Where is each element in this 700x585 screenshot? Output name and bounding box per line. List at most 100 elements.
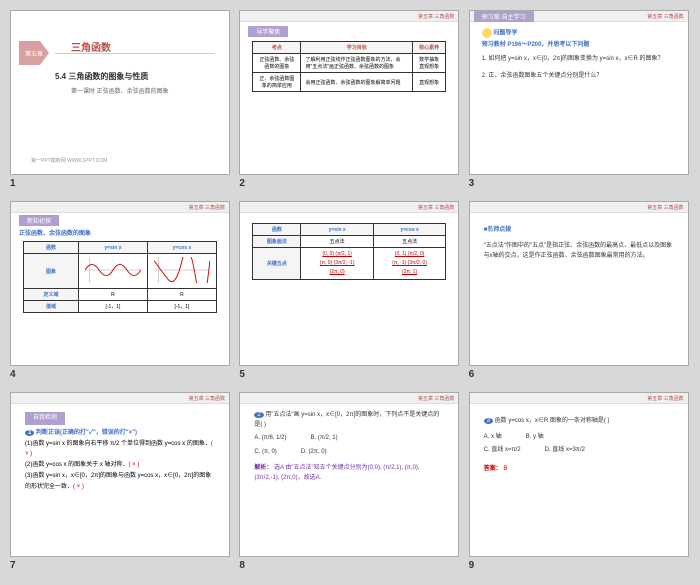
lead-text: 问题导学 — [493, 31, 517, 37]
question: 用"五点法"画 y=sin x，x∈[0，2π]的图象时，下列点不是关键点的是(… — [254, 412, 439, 428]
q2: (2)函数 y=cos x 的图象关于 x 轴对称． — [25, 462, 129, 468]
slide-header: 第五章 三角函数 — [240, 393, 458, 404]
cosine-wave-icon — [154, 257, 210, 283]
tip-text: "五点法"作图中的"五点"是指正弦、余弦函数的最高点、最低点以及图象与x轴的交点… — [484, 241, 674, 261]
th-2: 学习目标 — [301, 42, 413, 54]
q3: (3)函数 y=sin x，x∈[0，2π]的图象与函数 y=cos x，x∈[… — [25, 473, 211, 490]
slide-1: 第五章 三角函数 5.4 三角函数的图象与性质 第一课时 正弦函数、余弦函数的图… — [10, 10, 230, 175]
th: y=sin x — [78, 242, 147, 254]
opt-a: A. (π/6, 1/2) — [254, 433, 286, 443]
cos-graph-cell — [147, 254, 216, 289]
cell: 五点法 — [373, 236, 445, 248]
cell: 数学抽象 直观想象 — [413, 54, 446, 73]
slide-3: 预习案·自主学习 第五章 三角函数 问题导学 预习教材 P196～P200，并思… — [469, 10, 689, 175]
section-tag: 新知初探 — [19, 215, 59, 226]
bullet-icon: 1 — [25, 430, 34, 436]
opt-b: B. (π/2, 1) — [310, 433, 337, 443]
opt-c: C. (π, 0) — [254, 447, 276, 457]
subtitle: 5.4 三角函数的图象与性质 — [55, 71, 148, 82]
tip-tag: ■名师点拨 — [484, 225, 674, 235]
th: y=sin x — [301, 224, 373, 236]
caption: 正弦函数、余弦函数的图象 — [19, 228, 221, 237]
cell: 正、余弦函数图象的简单应用 — [253, 73, 301, 92]
row-label: 图象画法 — [253, 236, 301, 248]
th-1: 考点 — [253, 42, 301, 54]
sine-wave-icon — [85, 257, 141, 283]
th: 函数 — [253, 224, 301, 236]
ans3: ( × ) — [73, 484, 84, 490]
opt-b: B. y 轴 — [526, 432, 544, 442]
bullet-icon: 2 — [254, 412, 263, 418]
opt-d: D. (2π, 0) — [301, 447, 327, 457]
main-title: 三角函数 — [71, 39, 111, 54]
function-table: 函数 y=sin x y=cos x 图象 — [23, 241, 217, 313]
slide-9: 第五章 三角函数 3 函数 y=cos x，x∈R 图象的一条对称轴是( ) A… — [469, 392, 689, 557]
section-tag: 导学聚焦 — [248, 26, 288, 37]
th-3: 核心素养 — [413, 42, 446, 54]
slide-header: 第五章 三角函数 — [11, 393, 229, 404]
slide-header: 预习案·自主学习 第五章 三角函数 — [470, 11, 688, 22]
question: 函数 y=cos x，x∈R 图象的一条对称轴是( ) — [495, 418, 610, 424]
question-2: 2. 正、余弦函数图象五个关键点分别是什么？ — [482, 72, 676, 82]
page-number: 4 — [10, 369, 16, 380]
cell: 了解利用正弦线作正弦函数图象的方法，会用"五点法"画正弦函数、余弦函数的图象 — [301, 54, 413, 73]
lead-text: 判断正误(正确的打"✓"，错误的打"×") — [36, 430, 137, 436]
th: y=cos x — [373, 224, 445, 236]
footer-text: 第一PPT模板网 WWW.1PPT.COM — [31, 157, 107, 164]
row-label: 定义域 — [24, 289, 79, 301]
slide-header: 第五章 三角函数 — [470, 202, 688, 213]
header-right: 第五章 三角函数 — [647, 13, 683, 20]
keypoints-table: 函数 y=sin x y=cos x 图象画法 五点法 五点法 关键五点 (0,… — [252, 223, 446, 280]
page-number: 6 — [469, 369, 475, 380]
page-number: 1 — [10, 178, 16, 189]
row-label: 值域 — [24, 301, 79, 313]
cell: 正弦函数、余弦函数的图象 — [253, 54, 301, 73]
intro-text: 预习教材 P196～P200，并思考以下问题 — [482, 41, 676, 51]
opt-c: C. 直线 x=π/2 — [484, 445, 521, 455]
chapter-arrow: 第五章 — [19, 41, 49, 65]
q1: (1)函数 y=sin x 的图象向右平移 π/2 个单位得到函数 y=cos … — [25, 441, 211, 447]
slide-7: 第五章 三角函数 自我检测 1 判断正误(正确的打"✓"，错误的打"×") (1… — [10, 392, 230, 557]
opt-a: A. x 轴 — [484, 432, 502, 442]
page-number: 5 — [239, 369, 245, 380]
page-number: 3 — [469, 178, 475, 189]
slide-8: 第五章 三角函数 2 用"五点法"画 y=sin x，x∈[0，2π]的图象时，… — [239, 392, 459, 557]
smile-icon — [482, 28, 492, 38]
cell: 直观想象 — [413, 73, 446, 92]
page-number: 8 — [239, 560, 245, 571]
page-number: 2 — [239, 178, 245, 189]
answer-text: B — [503, 466, 507, 472]
solution-text: 选A 由"五点法"知五个关键点分别为(0,0), (π/2,1), (π,0),… — [254, 465, 419, 481]
cell: [-1，1] — [78, 301, 147, 313]
slide-header: 第五章 三角函数 — [240, 202, 458, 213]
row-label: 关键五点 — [253, 248, 301, 280]
slide-header: 第五章 三角函数 — [240, 11, 458, 22]
opt-d: D. 直线 x=3π/2 — [545, 445, 585, 455]
th: 函数 — [24, 242, 79, 254]
section-tag: 预习案·自主学习 — [474, 11, 534, 22]
cell: 五点法 — [301, 236, 373, 248]
page-number: 7 — [10, 560, 16, 571]
slide-6: 第五章 三角函数 ■名师点拨 "五点法"作图中的"五点"是指正弦、余弦函数的最高… — [469, 201, 689, 366]
cell: (0, 0) (π/2, 1) (π, 0) (3π/2, -1) (2π, 0… — [301, 248, 373, 280]
objectives-table: 考点 学习目标 核心素养 正弦函数、余弦函数的图象 了解利用正弦线作正弦函数图象… — [252, 41, 446, 92]
question-1: 1. 如何把 y=sin x，x∈[0，2π]的图象变换为 y=sin x，x∈… — [482, 55, 676, 65]
cell: 会用正弦函数、余弦函数的图象解简单问题 — [301, 73, 413, 92]
slide-2: 第五章 三角函数 导学聚焦 考点 学习目标 核心素养 正弦函数、余弦函数的图象 … — [239, 10, 459, 175]
row-label: 图象 — [24, 254, 79, 289]
bullet-icon: 3 — [484, 418, 493, 424]
cell: [-1，1] — [147, 301, 216, 313]
ans2: ( × ) — [129, 462, 140, 468]
slide-5: 第五章 三角函数 函数 y=sin x y=cos x 图象画法 五点法 五点法… — [239, 201, 459, 366]
solution-label: 解析： — [254, 465, 272, 471]
cell: (0, 1) (π/2, 0) (π, -1) (3π/2, 0) (2π, 1… — [373, 248, 445, 280]
section-tag: 自我检测 — [25, 412, 65, 425]
cell: R — [78, 289, 147, 301]
page-number: 9 — [469, 560, 475, 571]
divider — [55, 53, 215, 54]
cell: R — [147, 289, 216, 301]
answer-label: 答案： — [484, 466, 502, 472]
sin-graph-cell — [78, 254, 147, 289]
slide-header: 第五章 三角函数 — [470, 393, 688, 404]
slide-header: 第五章 三角函数 — [11, 202, 229, 213]
